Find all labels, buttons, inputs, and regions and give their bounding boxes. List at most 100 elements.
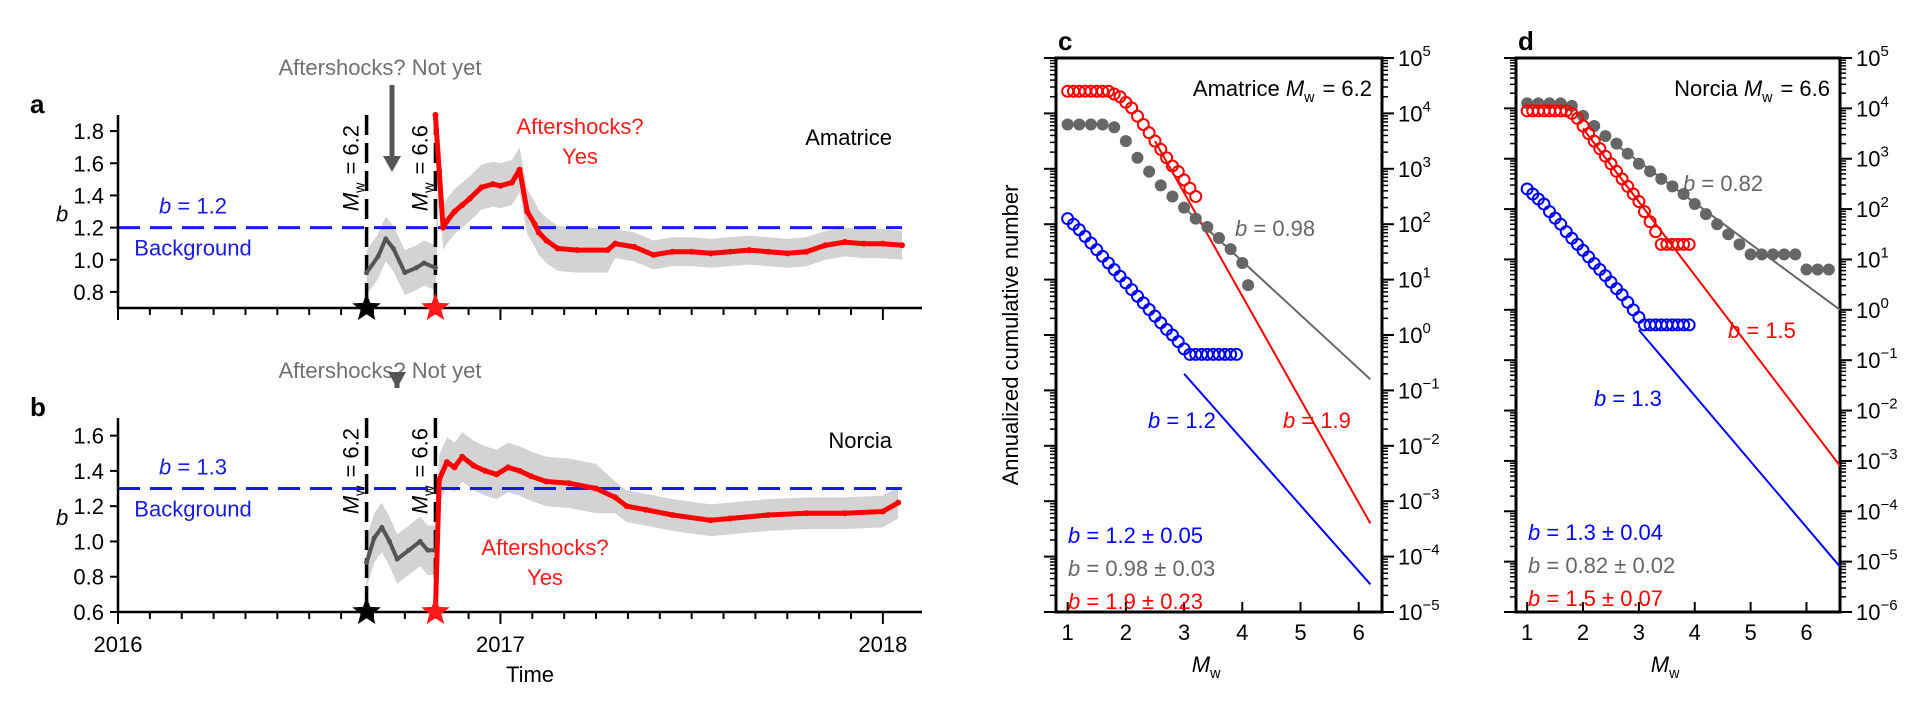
panel-b-point [406, 547, 412, 553]
panel-d-ytick-label: 10−6 [1856, 597, 1898, 625]
panel-c-point [1096, 118, 1109, 131]
panel-d-ytick-label: 10−2 [1856, 396, 1898, 424]
panel-a-annotation-arrow-head [383, 156, 401, 172]
panel-a-point [543, 237, 550, 244]
panel-c-point [1061, 118, 1074, 131]
panel-b-point [543, 478, 550, 485]
panel-a-top-annotation: Aftershocks? Not yet [279, 55, 482, 80]
panel-d-legend-3: b = 1.5 ± 0.07 [1528, 586, 1663, 611]
panel-b-letter: b [30, 392, 46, 422]
panel-b-xlabel: Time [506, 662, 554, 687]
panel-d-xtick-label: 6 [1800, 620, 1812, 645]
panel-d-point [1632, 195, 1646, 209]
panel-b-ytick-label: 1.2 [73, 494, 104, 519]
panel-a-ytick-label: 1.6 [73, 151, 104, 176]
panel-b-background-text: Background [134, 497, 251, 522]
panel-a-point [803, 248, 810, 255]
panel-b-point [417, 538, 423, 544]
panel-b-mainshock-star-1 [352, 597, 381, 625]
panel-c-ytick-label: 101 [1398, 265, 1431, 293]
panel-c-ytick-label: 10−1 [1398, 375, 1440, 403]
panel-b-ylabel: b [56, 505, 68, 530]
panel-c-point [1143, 165, 1156, 178]
panel-d-title: Norcia Mw = 6.6 [1674, 76, 1830, 106]
panel-c-ytick-label: 10−5 [1398, 597, 1440, 625]
panel-d-point [1755, 248, 1768, 261]
panel-a-point [746, 247, 753, 254]
panel-c-xtick-label: 5 [1294, 620, 1306, 645]
panel-c-point [1189, 190, 1203, 203]
panel-a-point [516, 166, 523, 173]
panel-a-ytick-label: 1.8 [73, 119, 104, 144]
panel-d-point [1621, 295, 1635, 309]
panel-b-annotation-arrow-head [388, 372, 406, 388]
panel-a-point [432, 112, 439, 118]
panel-d-xtick-label: 2 [1577, 620, 1589, 645]
panel-c-xlabel: Mw [1192, 652, 1223, 682]
panel-b-point [566, 480, 573, 487]
panel-b-ytick-label: 1.6 [73, 424, 104, 449]
panel-c-point [1178, 201, 1191, 214]
panel-c-xtick-label: 2 [1120, 620, 1132, 645]
panel-c-legend-2: b = 0.98 ± 0.03 [1068, 556, 1215, 581]
panel-a-point [879, 240, 886, 247]
panel-d-point [1677, 237, 1691, 251]
panel-a-aftershock-label-1: Aftershocks? [516, 114, 643, 139]
panel-d-point [1599, 130, 1612, 143]
panel-d-fit-line [1582, 127, 1840, 467]
panel-d-point [1682, 318, 1696, 332]
panel-d-xtick-label: 1 [1521, 620, 1533, 645]
panel-c-xtick-label: 4 [1236, 620, 1248, 645]
panel-a-point [554, 245, 561, 252]
panel-a-point [451, 208, 458, 215]
panel-d-point [1682, 237, 1696, 251]
panel-a-point [440, 224, 447, 231]
panel-c-ylabel: Annualized cumulative number [998, 185, 1023, 486]
panel-d-point [1587, 134, 1601, 148]
panel-a-point [524, 208, 531, 215]
panel-a-point [688, 248, 695, 255]
panel-d-point [1744, 248, 1757, 261]
panel-d-ytick-label: 103 [1856, 144, 1889, 172]
panel-d-point [1621, 147, 1634, 160]
panel-d-point [1610, 137, 1623, 150]
panel-a-ytick-label: 1.2 [73, 216, 104, 241]
panel-a-point [535, 229, 542, 236]
panel-d-xlabel: Mw [1651, 652, 1682, 682]
panel-a-point [650, 251, 657, 258]
panel-c-point [1242, 279, 1255, 292]
panel-c-fit-label-2: b = 1.2 [1148, 408, 1216, 433]
panel-a-ytick-label: 1.4 [73, 183, 104, 208]
panel-c-ytick-label: 105 [1398, 43, 1431, 71]
panel-c-legend-3: b = 1.9 ± 0.23 [1068, 589, 1203, 614]
panel-d-point [1588, 119, 1601, 132]
panel-b-point [895, 499, 902, 506]
panel-a-point [432, 265, 438, 271]
panel-b-point [642, 506, 649, 513]
panel-d-ytick-label: 10−1 [1856, 345, 1898, 373]
panel-c-point [1224, 347, 1238, 361]
panel-a-point [508, 179, 515, 186]
panel-c-point [1189, 212, 1202, 225]
panel-b-point [707, 517, 714, 524]
panel-a-point [459, 202, 466, 209]
panel-b-point [493, 471, 500, 478]
panel-a-point [707, 250, 714, 257]
panel-c-ytick-label: 10−4 [1398, 542, 1440, 570]
panel-d-point [1789, 248, 1802, 261]
panel-d-ytick-label: 10−4 [1856, 496, 1898, 524]
panel-a-point [612, 240, 619, 247]
panel-a-point [841, 239, 848, 246]
panel-d-point [1637, 205, 1651, 219]
panel-a-background-text: Background [134, 236, 251, 261]
panel-c-point [1154, 179, 1167, 192]
panel-b-point [387, 538, 393, 544]
panel-d-ytick-label: 101 [1856, 244, 1889, 272]
panel-d-xtick-label: 4 [1689, 620, 1701, 645]
panel-b-xtick-label: 2018 [858, 632, 907, 657]
panel-b-ytick-label: 1.0 [73, 529, 104, 554]
panel-b-ytick-label: 1.4 [73, 459, 104, 484]
panel-d-point [1632, 310, 1646, 324]
panel-d-ytick-label: 102 [1856, 194, 1889, 222]
